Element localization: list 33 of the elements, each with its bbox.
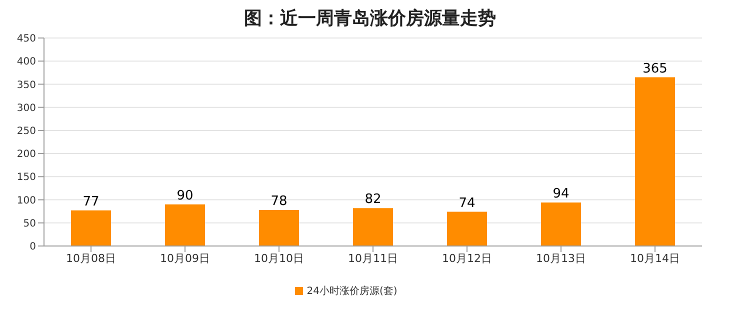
x-tick-label: 10月10日 — [254, 252, 304, 265]
bar — [259, 210, 299, 246]
bar — [447, 212, 487, 246]
bar — [353, 208, 393, 246]
bar — [165, 204, 205, 246]
x-tick-label: 10月14日 — [630, 252, 680, 265]
y-tick-label: 150 — [16, 172, 36, 184]
y-tick-label: 100 — [16, 195, 36, 206]
data-label: 90 — [176, 188, 194, 204]
y-tick-label: 450 — [16, 34, 36, 45]
data-label: 365 — [642, 61, 668, 76]
data-label: 74 — [458, 196, 476, 211]
chart-title: 图：近一周青岛涨价房源量走势 — [243, 7, 497, 31]
y-tick-label: 50 — [23, 218, 36, 230]
legend-label: 24小时涨价房源(套) — [306, 286, 398, 297]
data-label: 78 — [270, 194, 288, 209]
y-tick-label: 0 — [30, 242, 36, 253]
data-label: 77 — [82, 194, 100, 210]
data-label: 94 — [552, 186, 570, 202]
x-tick-label: 10月12日 — [442, 252, 492, 265]
bar — [635, 77, 675, 246]
y-tick-label: 200 — [16, 149, 36, 160]
y-tick-label: 350 — [16, 80, 36, 91]
data-label: 82 — [364, 192, 382, 208]
y-tick-label: 250 — [16, 126, 36, 137]
y-tick-label: 400 — [16, 56, 36, 68]
x-tick-label: 10月13日 — [536, 252, 586, 265]
x-tick-label: 10月11日 — [348, 252, 398, 265]
bar — [541, 202, 581, 246]
x-tick-label: 10月09日 — [160, 252, 210, 265]
y-tick-label: 300 — [16, 102, 36, 114]
bar — [71, 210, 111, 246]
x-tick-label: 10月08日 — [66, 252, 116, 265]
